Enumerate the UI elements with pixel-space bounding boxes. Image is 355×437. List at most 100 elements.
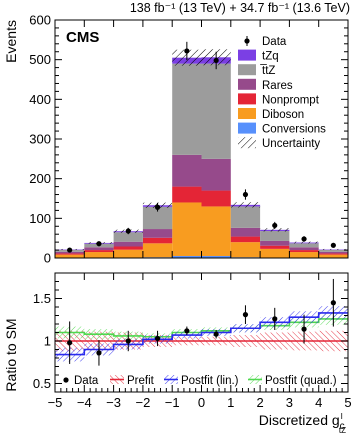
bar-nonprompt (230, 236, 261, 243)
legend-swatch (238, 93, 256, 105)
data-point (301, 236, 307, 242)
data-point (242, 191, 249, 198)
y-tick-label: 600 (29, 13, 51, 28)
ratio-data-point (242, 312, 249, 318)
y-tick-label: 400 (29, 92, 51, 107)
experiment-label: CMS (66, 29, 99, 46)
x-tick-label: 4 (315, 395, 322, 410)
bar-ttz (318, 249, 348, 252)
bar-rares (201, 158, 231, 191)
ratio-legend-data-marker (63, 377, 69, 383)
y-tick-label: 500 (29, 52, 51, 67)
data-point (125, 228, 131, 234)
bar-ttz (289, 243, 319, 248)
bar-diboson (230, 242, 261, 258)
bar-rares (318, 251, 348, 254)
y-axis-label-bottom: Ratio to SM (3, 318, 19, 391)
legend-label: Nonprompt (262, 94, 320, 106)
bar-conversions (201, 256, 231, 258)
x-tick-label: −5 (48, 395, 63, 410)
ratio-legend-label: Data (74, 375, 99, 387)
x-tick-label: 3 (286, 395, 293, 410)
data-point (67, 247, 73, 253)
ratio-y-tick-label: 1.5 (33, 291, 51, 306)
bar-diboson (113, 249, 143, 258)
x-axis-label: Discretized gcI tZ (259, 412, 346, 435)
ratio-data-point (301, 326, 307, 332)
legend-label: Rares (262, 80, 293, 92)
data-point (96, 241, 102, 247)
bar-nonprompt (55, 253, 85, 255)
ratio-data-point (125, 338, 131, 344)
bar-nonprompt (113, 246, 143, 250)
legend-label: t̅tZ (259, 65, 275, 77)
bar-rares (113, 241, 143, 247)
x-tick-label: −2 (135, 395, 150, 410)
bar-rares (260, 240, 290, 246)
bar-conversions (172, 256, 202, 258)
bar-diboson (318, 254, 348, 258)
bar-ttz (230, 206, 261, 228)
legend-swatch-uncertainty (238, 137, 256, 149)
ratio-data-point (96, 350, 102, 356)
x-tick-label: −3 (106, 395, 121, 410)
legend-label: Diboson (262, 109, 304, 121)
bar-diboson (142, 243, 173, 258)
x-tick-label: −1 (165, 395, 180, 410)
ratio-legend-label: Postfit (quad.) (265, 375, 337, 387)
bar-nonprompt (142, 237, 173, 244)
bar-diboson (260, 248, 290, 258)
ratio-data-point (272, 316, 278, 322)
bar-ttz (201, 63, 231, 159)
ratio-data-point (330, 300, 336, 306)
bar-diboson (172, 202, 202, 257)
ratio-y-tick-label: 0.5 (33, 376, 51, 391)
ratio-y-tick-label: 1 (44, 334, 51, 349)
bar-ttz (113, 232, 143, 242)
ratio-data-point (213, 331, 219, 337)
legend-label: tZq (262, 51, 279, 63)
ratio-data-point (154, 335, 161, 342)
ratio-legend-label: Prefit (127, 375, 155, 387)
legend-label: Conversions (262, 124, 326, 136)
x-tick-label: 5 (344, 395, 351, 410)
legend-swatch (238, 64, 256, 76)
bar-rares (84, 247, 114, 251)
bar-rares (230, 227, 261, 237)
bar-rares (172, 154, 202, 187)
y-tick-label: 200 (29, 171, 51, 186)
bar-nonprompt (172, 186, 202, 203)
postfit-lin-line (55, 312, 348, 356)
bar-rares (142, 229, 173, 238)
y-axis-label-top: Events (3, 20, 19, 63)
uncertainty-band (230, 202, 261, 208)
x-tick-label: 2 (256, 395, 263, 410)
legend-swatch (238, 78, 256, 90)
data-point (213, 57, 219, 64)
uncertainty-band (289, 241, 319, 244)
data-point (184, 48, 190, 54)
bar-rares (289, 247, 319, 251)
legend-label: Data (262, 36, 287, 48)
data-point (330, 242, 336, 248)
bar-diboson (55, 254, 85, 258)
legend-swatch (238, 49, 256, 61)
bar-nonprompt (260, 245, 290, 249)
y-tick-label: 300 (29, 132, 51, 147)
ratio-data-point (67, 340, 73, 346)
bar-diboson (289, 252, 319, 258)
data-point (154, 204, 161, 210)
uncertainty-band (318, 248, 348, 250)
ratio-panel: 0.5 1 1.5 −5 −4 −3 −2 −1 0 1 2 3 4 5 Data Prefit Postfit… (33, 272, 352, 410)
y-tick-label: 0 (44, 251, 51, 266)
bar-nonprompt (201, 190, 231, 207)
ratio-legend-label: Postfit (lin.) (181, 375, 239, 387)
bar-diboson (84, 252, 114, 258)
bar-nonprompt (84, 250, 114, 253)
y-tick-label: 100 (29, 211, 51, 226)
legend-swatch (238, 108, 256, 119)
bar-nonprompt (289, 250, 319, 253)
bar-ttz (142, 206, 173, 230)
legend-label: Uncertainty (262, 138, 320, 150)
